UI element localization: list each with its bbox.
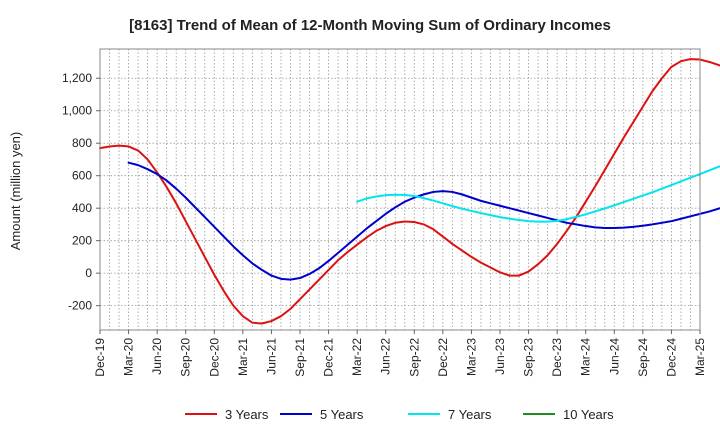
x-tick-label: Mar-23 (464, 338, 478, 376)
x-tick-label: Dec-19 (93, 338, 107, 377)
legend: 3 Years 5 Years 7 Years 10 Years (185, 407, 614, 422)
x-tick-label: Mar-24 (579, 338, 593, 376)
y-tick-label: 600 (72, 169, 92, 183)
x-tick-label: Dec-24 (664, 338, 678, 377)
x-tick-label: Sep-24 (636, 338, 650, 377)
y-tick-label: 0 (85, 266, 92, 280)
y-tick-label: 400 (72, 201, 92, 215)
series-line-5-years (127, 161, 720, 281)
x-tick-label: Dec-22 (436, 338, 450, 377)
grid (100, 49, 700, 330)
x-tick-label: Jun-24 (607, 338, 621, 375)
chart-title: [8163] Trend of Mean of 12-Month Moving … (129, 17, 611, 34)
series-lines (99, 58, 720, 325)
x-tick-label: Sep-22 (407, 338, 421, 377)
x-tick-label: Mar-22 (350, 338, 364, 376)
legend-label: 10 Years (563, 407, 614, 422)
x-tick-label: Dec-20 (207, 338, 221, 377)
x-tick-label: Mar-20 (122, 338, 136, 376)
x-tick-label: Dec-21 (322, 338, 336, 377)
y-tick-label: 1,200 (62, 71, 92, 85)
x-tick-label: Jun-20 (150, 338, 164, 375)
y-axis-ticks: -200 0 200 400 600 800 1,000 1,200 (62, 71, 100, 313)
x-tick-label: Jun-21 (264, 338, 278, 375)
series-line-3-years (99, 58, 720, 325)
legend-label: 7 Years (448, 407, 492, 422)
x-axis-ticks: Dec-19 Mar-20 Jun-20 Sep-20 Dec-20 Mar-21 Jun-… (93, 330, 707, 377)
x-tick-label: Jun-22 (379, 338, 393, 375)
x-tick-label: Mar-25 (693, 338, 707, 376)
y-tick-label: 200 (72, 234, 92, 248)
x-tick-label: Jun-23 (493, 338, 507, 375)
legend-label: 5 Years (320, 407, 364, 422)
x-tick-label: Sep-21 (293, 338, 307, 377)
legend-label: 3 Years (225, 407, 269, 422)
x-tick-label: Sep-20 (179, 338, 193, 377)
x-tick-label: Sep-23 (522, 338, 536, 377)
x-tick-label: Mar-21 (236, 338, 250, 376)
y-tick-label: 800 (72, 136, 92, 150)
x-tick-label: Dec-23 (550, 338, 564, 377)
y-axis-label: Amount (million yen) (8, 132, 23, 251)
y-tick-label: 1,000 (62, 104, 92, 118)
series-line-7-years (356, 165, 720, 223)
plot-area-frame (99, 48, 701, 331)
y-tick-label: -200 (68, 299, 92, 313)
